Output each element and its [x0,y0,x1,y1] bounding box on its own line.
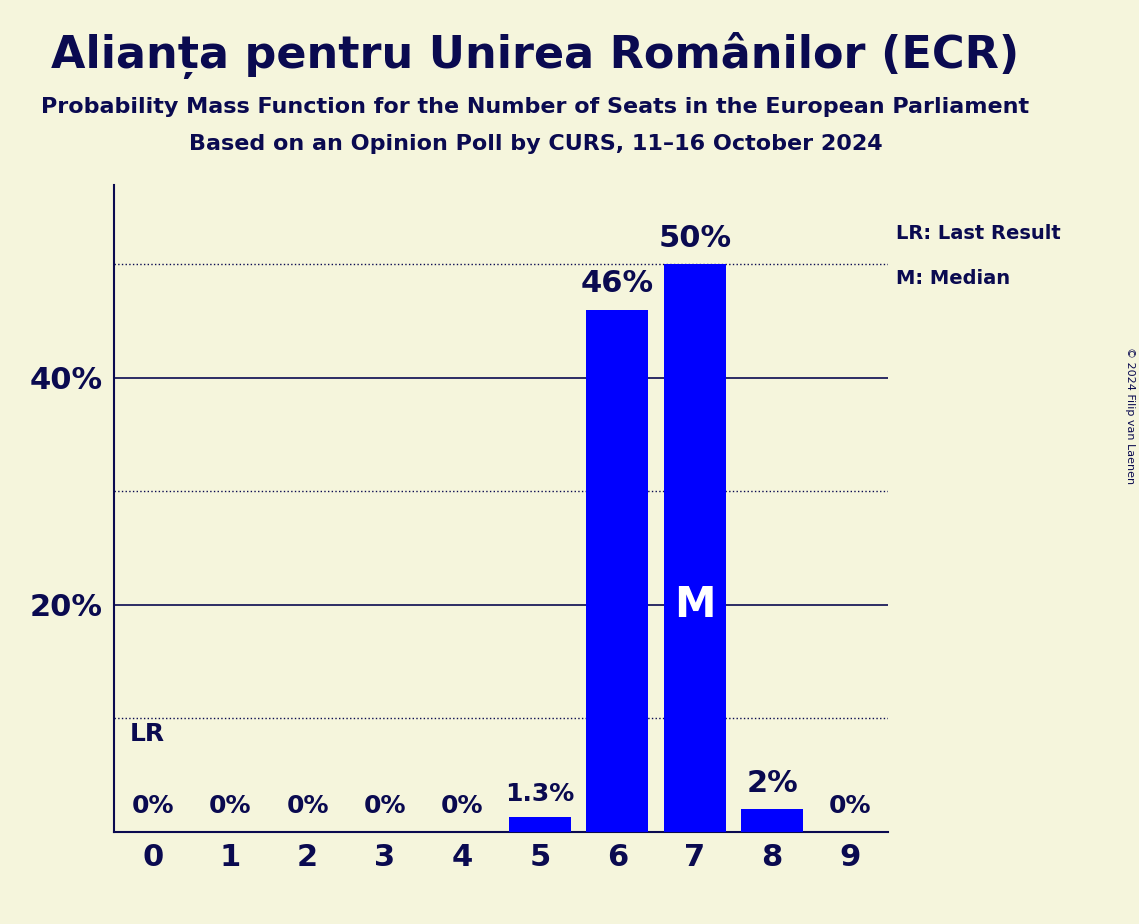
Bar [664,264,726,832]
Text: 0%: 0% [208,794,252,818]
Text: Alianța pentru Unirea Românilor (ECR): Alianța pentru Unirea Românilor (ECR) [51,32,1019,79]
Bar [509,817,571,832]
Text: © 2024 Filip van Laenen: © 2024 Filip van Laenen [1125,347,1134,484]
Bar [741,808,803,832]
Text: 0%: 0% [441,794,484,818]
Bar [587,310,648,832]
Text: 0%: 0% [131,794,174,818]
Text: 46%: 46% [581,269,654,298]
Text: M: Median: M: Median [896,269,1010,288]
Text: 0%: 0% [363,794,407,818]
Text: Probability Mass Function for the Number of Seats in the European Parliament: Probability Mass Function for the Number… [41,97,1030,117]
Text: 2%: 2% [746,769,798,797]
Text: 0%: 0% [828,794,871,818]
Text: LR: Last Result: LR: Last Result [896,224,1060,243]
Text: M: M [674,584,715,626]
Text: LR: LR [130,723,164,747]
Text: 1.3%: 1.3% [506,782,574,806]
Text: 0%: 0% [286,794,329,818]
Text: 50%: 50% [658,224,731,253]
Text: Based on an Opinion Poll by CURS, 11–16 October 2024: Based on an Opinion Poll by CURS, 11–16 … [189,134,882,154]
